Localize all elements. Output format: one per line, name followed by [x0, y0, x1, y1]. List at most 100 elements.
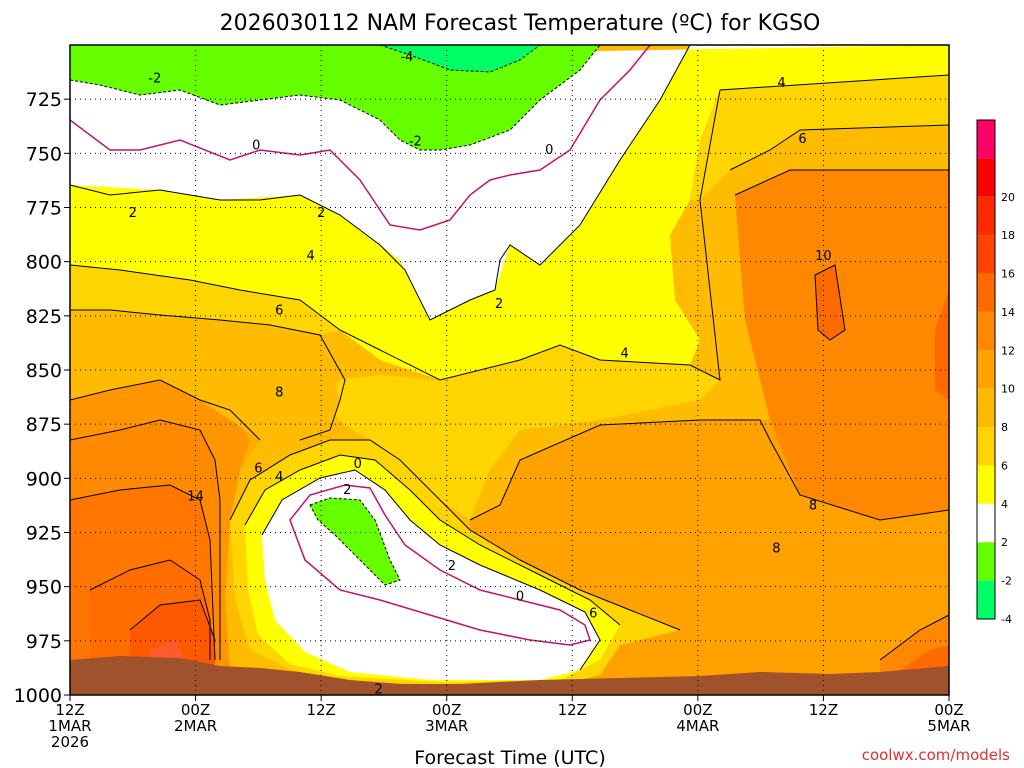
y-tick-label: 900 [26, 468, 62, 490]
contour-8-northeast [734, 169, 949, 196]
y-tick-label: 775 [26, 198, 62, 220]
band-minus2-to-2-upper [70, 45, 949, 320]
y-tick-label: 1000 [14, 685, 62, 707]
ground-terrain [70, 656, 949, 695]
colorbar-segment [977, 235, 995, 274]
negative-contour-lines [70, 45, 601, 586]
colorbar-label: 12 [1001, 344, 1015, 357]
x-tick-label: 12Z [55, 701, 84, 719]
colorbar-label: 18 [1001, 229, 1015, 242]
band-12-to-14-edge [935, 290, 949, 400]
band-8-to-10-west [70, 320, 340, 440]
contour-label: 2 [317, 206, 325, 221]
colorbar-segment [977, 350, 995, 389]
contour-6-west [70, 309, 346, 441]
colorbar-segment [977, 465, 995, 504]
x-tick-label: 00Z [181, 701, 210, 719]
colorbar-segment [977, 503, 995, 543]
y-tick-label: 875 [26, 414, 62, 436]
contour-label: 8 [772, 542, 780, 557]
contour-label: 10 [815, 249, 832, 264]
x-tick-label: 12Z [306, 701, 335, 719]
colorbar-segment [977, 120, 995, 159]
colorbar-label: -2 [1001, 575, 1012, 588]
x-tick-label: 2MAR [174, 717, 217, 735]
band-below-minus4-top [380, 45, 540, 72]
band-4-to-6-northeast [690, 75, 949, 200]
contour-label: 4 [620, 347, 628, 362]
y-tick-label: 725 [26, 89, 62, 111]
contour-label: 0 [516, 589, 524, 604]
contour-minus2-upper [70, 45, 601, 151]
x-tick-label: 2026 [51, 733, 89, 751]
colorbar-segment [977, 273, 995, 312]
contour-2-upper [70, 45, 691, 321]
y-tick-label: 850 [26, 360, 62, 382]
colorbar-frame [976, 119, 996, 620]
colorbar-segment [977, 542, 995, 581]
x-axis-label: Forecast Time (UTC) [414, 747, 605, 768]
y-tick-label: 750 [26, 143, 62, 165]
contour-label: 14 [187, 490, 204, 505]
x-tick-label: 4MAR [676, 717, 719, 735]
contour-label: -2 [148, 72, 161, 87]
colorbar-label: 8 [1001, 421, 1008, 434]
colorbar-segment [977, 158, 995, 197]
colorbar-label: 14 [1001, 306, 1015, 319]
contour-label: 0 [354, 457, 362, 472]
grid-lines [70, 45, 949, 695]
y-tick-label: 925 [26, 523, 62, 545]
x-tick-label: 12Z [558, 701, 587, 719]
contour-label: 6 [275, 303, 283, 318]
contour-8-east [469, 419, 949, 521]
colorbar-label: 6 [1001, 459, 1008, 472]
credit-text: coolwx.com/models [862, 746, 1010, 764]
band-4-to-6-upper [70, 265, 340, 335]
contour-10-east [814, 264, 846, 341]
contour-label: 4 [307, 249, 315, 264]
band-10-to-12-east [735, 170, 949, 520]
contour-18-west [129, 599, 216, 641]
contour-label: 2 [343, 483, 351, 498]
contour-label: 0 [545, 143, 553, 158]
x-tick-label: 3MAR [425, 717, 468, 735]
colorbar-label: -4 [1001, 613, 1012, 626]
y-tick-label: 825 [26, 306, 62, 328]
chart-title: 2026030112 NAM Forecast Temperature (ºC)… [220, 11, 821, 36]
contour-label: 2 [495, 297, 503, 312]
colorbar-label: 20 [1001, 191, 1015, 204]
colorbar-segment [977, 196, 995, 236]
band-4-to-6-middle [320, 345, 720, 520]
band-2-to-4-upper [70, 45, 949, 380]
contour-label: 6 [254, 462, 262, 477]
contour-label: -4 [400, 50, 413, 65]
colorbar-label: 16 [1001, 268, 1015, 281]
contour-minus2-lower [309, 497, 401, 586]
x-tick-label: 5MAR [927, 717, 970, 735]
contour-4-lower [244, 454, 621, 626]
y-tick-label: 800 [26, 252, 62, 274]
colorbar-segment [977, 388, 995, 428]
colorbar-segment [977, 580, 995, 619]
contour-label: 6 [589, 607, 597, 622]
contour-label: 6 [798, 132, 806, 147]
band-minus4-to-minus2-lower [310, 498, 400, 585]
contour-label: 8 [809, 498, 817, 513]
contour-0-lower [289, 484, 591, 646]
x-tick-label: 00Z [683, 701, 712, 719]
x-tick-label: 00Z [934, 701, 963, 719]
contour-label: 2 [375, 683, 383, 698]
contour-6-northeast [729, 124, 949, 171]
colorbar-segment [977, 427, 995, 466]
colorbar-legend: 20 18 16 14 12 10 8 6 4 2 -2 -4 [976, 119, 1015, 626]
contour-14-west [70, 484, 216, 661]
contour-6-lower [229, 439, 681, 631]
y-axis: 725 750 775 800 825 850 875 900 925 950 975 1000 [14, 89, 70, 707]
colorbar-label: 10 [1001, 383, 1015, 396]
contour-10-southeast [879, 614, 949, 661]
contour-label: 0 [252, 139, 260, 154]
contour-minus4-upper [379, 45, 541, 73]
contour-12-west [70, 419, 221, 660]
